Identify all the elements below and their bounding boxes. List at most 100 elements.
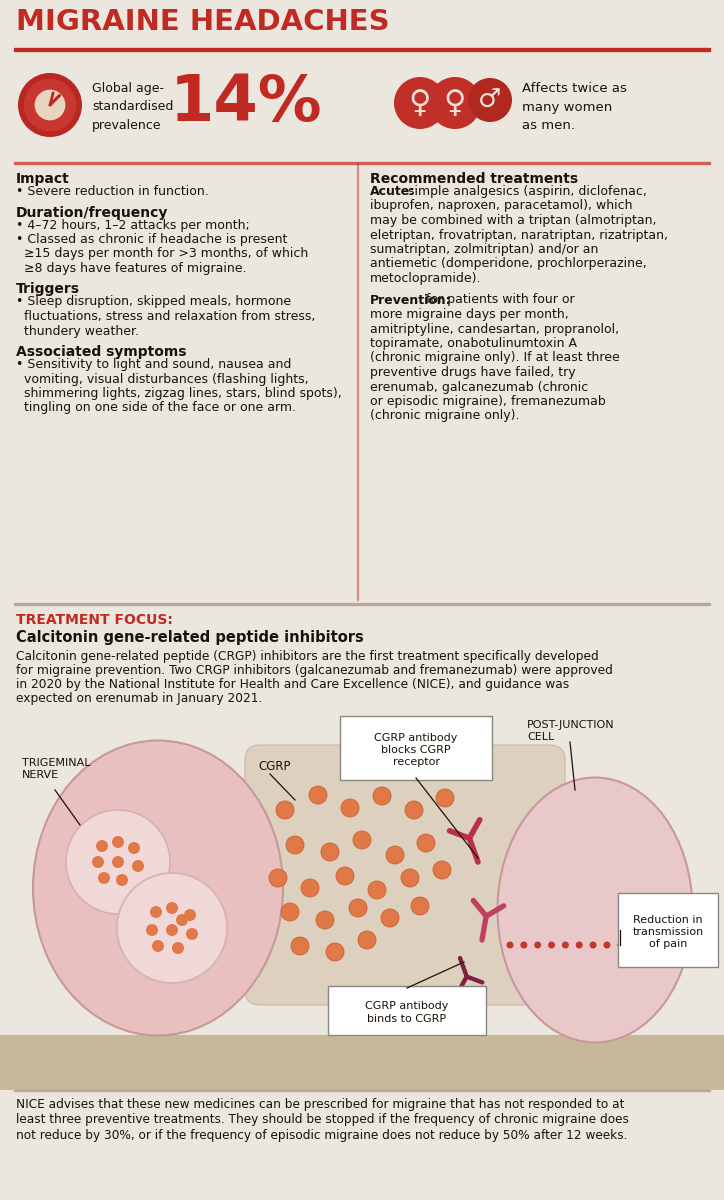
Circle shape: [286, 836, 304, 854]
Circle shape: [618, 942, 624, 948]
Circle shape: [166, 924, 178, 936]
Text: least three preventive treatments. They should be stopped if the frequency of ch: least three preventive treatments. They …: [16, 1114, 629, 1127]
Text: TRIGEMINAL
NERVE: TRIGEMINAL NERVE: [22, 758, 90, 780]
Circle shape: [96, 840, 108, 852]
Ellipse shape: [497, 778, 692, 1043]
Bar: [0, 710, 724, 1085]
Circle shape: [349, 899, 367, 917]
Circle shape: [132, 860, 144, 872]
Text: or episodic migraine), fremanezumab: or episodic migraine), fremanezumab: [370, 395, 606, 408]
Text: • Sensitivity to light and sound, nausea and: • Sensitivity to light and sound, nausea…: [16, 358, 291, 371]
Circle shape: [24, 79, 76, 131]
Text: sumatriptan, zolmitriptan) and/or an: sumatriptan, zolmitriptan) and/or an: [370, 242, 598, 256]
Text: TREATMENT FOCUS:: TREATMENT FOCUS:: [16, 613, 173, 626]
Text: not reduce by 30%, or if the frequency of episodic migraine does not reduce by 5: not reduce by 30%, or if the frequency o…: [16, 1129, 628, 1142]
Circle shape: [401, 869, 419, 887]
Text: NICE advises that these new medicines can be prescribed for migraine that has no: NICE advises that these new medicines ca…: [16, 1098, 624, 1111]
Text: for migraine prevention. Two CRGP inhibitors (galcanezumab and fremanezumab) wer: for migraine prevention. Two CRGP inhibi…: [16, 664, 613, 677]
FancyBboxPatch shape: [618, 893, 718, 967]
Text: (chronic migraine only). If at least three: (chronic migraine only). If at least thr…: [370, 352, 620, 365]
Text: CGRP antibody
binds to CGRP: CGRP antibody binds to CGRP: [366, 1001, 449, 1024]
Circle shape: [301, 878, 319, 898]
Text: tingling on one side of the face or one arm.: tingling on one side of the face or one …: [16, 402, 296, 414]
Circle shape: [92, 856, 104, 868]
Circle shape: [631, 942, 638, 948]
Circle shape: [112, 836, 124, 848]
Circle shape: [589, 942, 597, 948]
Circle shape: [128, 842, 140, 854]
Circle shape: [150, 906, 162, 918]
Circle shape: [98, 872, 110, 884]
Text: metoclopramide).: metoclopramide).: [370, 272, 481, 284]
Text: topiramate, onabotulinumtoxin A: topiramate, onabotulinumtoxin A: [370, 337, 577, 350]
Text: Associated symptoms: Associated symptoms: [16, 346, 187, 359]
Circle shape: [358, 931, 376, 949]
Circle shape: [281, 902, 299, 922]
FancyBboxPatch shape: [328, 986, 486, 1034]
Text: • Sleep disruption, skipped meals, hormone: • Sleep disruption, skipped meals, hormo…: [16, 295, 291, 308]
Text: (chronic migraine only).: (chronic migraine only).: [370, 409, 520, 422]
Circle shape: [548, 942, 555, 948]
Circle shape: [316, 911, 334, 929]
Text: POST-JUNCTION
CELL: POST-JUNCTION CELL: [527, 720, 615, 743]
Circle shape: [341, 799, 359, 817]
Circle shape: [429, 77, 481, 128]
Text: ♀: ♀: [444, 90, 466, 119]
Ellipse shape: [33, 740, 283, 1036]
Circle shape: [411, 898, 429, 914]
Text: Prevention:: Prevention:: [370, 294, 452, 306]
Text: ≥15 days per month for >3 months, of which: ≥15 days per month for >3 months, of whi…: [16, 247, 308, 260]
Circle shape: [405, 802, 423, 818]
Circle shape: [521, 942, 527, 948]
Circle shape: [186, 928, 198, 940]
Circle shape: [373, 787, 391, 805]
Text: fluctuations, stress and relaxation from stress,: fluctuations, stress and relaxation from…: [16, 310, 316, 323]
Circle shape: [184, 910, 196, 922]
Bar: [14, 602, 710, 605]
FancyBboxPatch shape: [340, 716, 492, 780]
Circle shape: [172, 942, 184, 954]
Text: amitriptyline, candesartan, propranolol,: amitriptyline, candesartan, propranolol,: [370, 323, 619, 336]
Text: may be combined with a triptan (almotriptan,: may be combined with a triptan (almotrip…: [370, 214, 657, 227]
Circle shape: [386, 846, 404, 864]
Circle shape: [507, 942, 513, 948]
Text: ≥8 days have features of migraine.: ≥8 days have features of migraine.: [16, 262, 246, 275]
Bar: [14, 48, 710, 50]
Text: Calcitonin gene-related peptide (CRGP) inhibitors are the first treatment specif: Calcitonin gene-related peptide (CRGP) i…: [16, 650, 599, 662]
Circle shape: [659, 942, 666, 948]
Circle shape: [686, 942, 694, 948]
Circle shape: [116, 874, 128, 886]
Text: MIGRAINE HEADACHES: MIGRAINE HEADACHES: [16, 8, 390, 36]
Circle shape: [35, 90, 65, 120]
Text: ibuprofen, naproxen, paracetamol), which: ibuprofen, naproxen, paracetamol), which: [370, 199, 633, 212]
Text: for patients with four or: for patients with four or: [422, 294, 575, 306]
Text: Reduction in
transmission
of pain: Reduction in transmission of pain: [632, 914, 704, 949]
Text: Acute:: Acute:: [370, 185, 416, 198]
Circle shape: [309, 786, 327, 804]
Circle shape: [353, 830, 371, 850]
Circle shape: [326, 943, 344, 961]
Circle shape: [291, 937, 309, 955]
Text: 14%: 14%: [170, 72, 323, 134]
Text: eletriptan, frovatriptan, naratriptan, rizatriptan,: eletriptan, frovatriptan, naratriptan, r…: [370, 228, 668, 241]
Text: erenumab, galcanezumab (chronic: erenumab, galcanezumab (chronic: [370, 380, 588, 394]
Text: Duration/frequency: Duration/frequency: [16, 205, 169, 220]
Circle shape: [18, 73, 82, 137]
Circle shape: [468, 78, 512, 122]
Circle shape: [152, 940, 164, 952]
Text: in 2020 by the National Institute for Health and Care Excellence (NICE), and gui: in 2020 by the National Institute for He…: [16, 678, 569, 691]
Circle shape: [381, 910, 399, 926]
Text: • 4–72 hours, 1–2 attacks per month;: • 4–72 hours, 1–2 attacks per month;: [16, 218, 250, 232]
Text: ♂: ♂: [479, 88, 502, 114]
Text: vomiting, visual disturbances (flashing lights,: vomiting, visual disturbances (flashing …: [16, 372, 308, 385]
Circle shape: [368, 881, 386, 899]
Circle shape: [66, 810, 170, 914]
Circle shape: [436, 790, 454, 806]
Text: Affects twice as
many women
as men.: Affects twice as many women as men.: [522, 82, 627, 132]
Text: Calcitonin gene-related peptide inhibitors: Calcitonin gene-related peptide inhibito…: [16, 630, 363, 646]
Circle shape: [112, 856, 124, 868]
Text: preventive drugs have failed, try: preventive drugs have failed, try: [370, 366, 576, 379]
Text: CGRP antibody
blocks CGRP
receptor: CGRP antibody blocks CGRP receptor: [374, 732, 458, 768]
Text: more migraine days per month,: more migraine days per month,: [370, 308, 569, 320]
Text: CGRP: CGRP: [258, 760, 290, 773]
